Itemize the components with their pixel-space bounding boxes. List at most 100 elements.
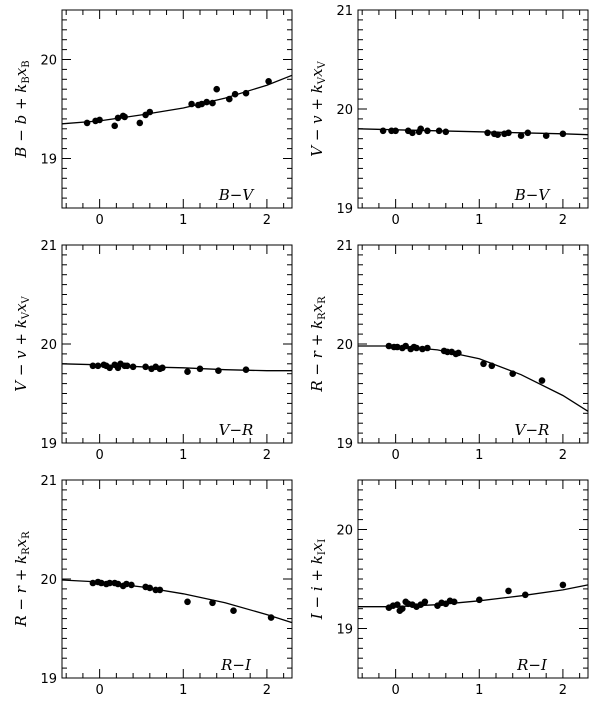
x-axis-label: V−R — [515, 421, 550, 439]
data-point — [146, 584, 154, 592]
y-tick-label: 19 — [336, 202, 353, 217]
y-tick-label: 21 — [40, 239, 57, 254]
x-tick-label: 1 — [475, 213, 483, 228]
x-axis-label: R−I — [516, 656, 548, 674]
data-point — [142, 363, 149, 371]
data-point — [213, 85, 220, 93]
data-point — [230, 607, 237, 614]
y-axis-label-part: I — [317, 539, 328, 543]
data-point — [83, 119, 91, 127]
x-axis-label: B−V — [218, 186, 256, 204]
plot-frame — [357, 9, 589, 209]
y-axis-label-part: x — [12, 67, 30, 76]
data-point — [121, 113, 128, 121]
data-point — [509, 370, 516, 378]
y-axis-label: V − v + kVxV — [308, 60, 328, 156]
y-axis-label-part: x — [308, 68, 326, 77]
x-tick-label: 0 — [95, 213, 103, 228]
data-point — [435, 127, 443, 135]
y-axis-label-part: r — [308, 350, 326, 358]
data-point — [421, 598, 429, 606]
y-axis-label-part: r — [12, 585, 30, 593]
data-point — [559, 581, 567, 589]
data-point — [209, 99, 216, 107]
plot-frame — [61, 244, 293, 444]
y-axis-label: V − v + kVxV — [12, 295, 32, 391]
data-point — [128, 581, 135, 589]
y-axis-label-part: R — [21, 531, 32, 539]
y-tick-label: 19 — [40, 153, 57, 168]
y-tick-label: 19 — [40, 672, 57, 687]
y-tick-label: 19 — [336, 437, 353, 452]
y-axis-label-part: k — [12, 84, 30, 93]
plot-frame — [357, 244, 589, 444]
y-tick-label: 21 — [336, 4, 353, 19]
data-point — [385, 342, 393, 350]
data-point — [379, 127, 387, 135]
y-tick-label: 19 — [40, 437, 57, 452]
x-tick-label: 1 — [179, 683, 187, 698]
y-axis-label-part: V — [317, 60, 328, 69]
y-axis-label-part: − — [12, 359, 30, 381]
x-tick-label: 0 — [95, 448, 103, 463]
y-tick-label: 21 — [336, 239, 353, 254]
data-point — [94, 362, 102, 370]
data-point — [392, 127, 399, 135]
data-point — [505, 587, 512, 595]
data-point — [226, 95, 233, 103]
y-axis-label-part: R — [308, 380, 326, 392]
y-axis-label-part: x — [308, 303, 326, 312]
y-axis-label-part: V — [308, 144, 326, 157]
data-point — [538, 377, 546, 384]
data-point — [265, 78, 272, 85]
data-point — [198, 100, 205, 108]
y-axis-label-part: k — [12, 555, 30, 564]
data-point — [203, 98, 210, 106]
y-axis-label-part: B — [21, 76, 32, 83]
y-tick-label: 20 — [336, 524, 353, 539]
y-axis-label-part: + — [308, 93, 326, 115]
x-tick-label: 0 — [391, 448, 399, 463]
data-point — [188, 100, 195, 108]
y-axis-label-part: I — [308, 612, 326, 620]
data-point — [123, 362, 131, 370]
y-axis-label-part: B — [12, 147, 30, 159]
data-point — [231, 90, 239, 98]
data-point — [114, 114, 122, 122]
y-axis-label-part: V — [317, 76, 328, 85]
x-tick-label: 0 — [391, 213, 399, 228]
x-tick-label: 2 — [559, 683, 567, 698]
data-point — [402, 342, 410, 350]
data-point — [442, 128, 450, 136]
y-axis-label-part: + — [12, 93, 30, 115]
data-point — [123, 580, 130, 588]
x-axis-label: V−R — [219, 421, 254, 439]
data-point — [542, 132, 550, 139]
y-axis-label-part: R — [317, 312, 328, 320]
y-axis-label: B − b + kBxB — [12, 60, 32, 158]
data-point — [409, 129, 416, 137]
y-axis-label-part: B — [21, 60, 32, 67]
y-tick-label: 21 — [40, 474, 57, 489]
data-point — [242, 89, 250, 97]
y-tick-label: 20 — [40, 338, 57, 353]
data-point — [159, 364, 166, 372]
data-point — [488, 362, 496, 370]
x-tick-label: 1 — [179, 448, 187, 463]
data-point — [417, 125, 425, 133]
data-point — [394, 343, 401, 351]
y-axis-label-part: k — [308, 84, 326, 93]
fit-curve — [358, 345, 589, 412]
data-point — [196, 365, 204, 373]
data-point — [267, 614, 275, 621]
data-point — [89, 579, 97, 587]
data-point — [399, 605, 406, 612]
data-point — [106, 579, 113, 587]
x-tick-label: 2 — [263, 213, 271, 228]
data-point — [522, 591, 529, 599]
data-point — [89, 362, 97, 370]
y-axis-label-part: − — [12, 124, 30, 146]
data-point — [455, 349, 462, 357]
